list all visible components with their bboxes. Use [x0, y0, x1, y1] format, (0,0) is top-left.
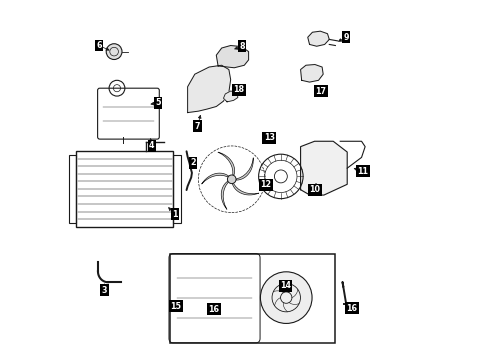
Polygon shape — [216, 45, 248, 68]
Text: 3: 3 — [101, 285, 107, 294]
Text: 7: 7 — [195, 122, 200, 131]
Polygon shape — [223, 91, 238, 102]
Polygon shape — [300, 141, 347, 195]
Circle shape — [260, 272, 312, 323]
Polygon shape — [308, 31, 329, 46]
Circle shape — [227, 175, 236, 184]
Text: 6: 6 — [97, 41, 102, 50]
Text: 9: 9 — [343, 33, 349, 42]
Polygon shape — [232, 184, 259, 195]
Polygon shape — [218, 152, 235, 175]
Polygon shape — [221, 181, 228, 210]
Text: 5: 5 — [155, 98, 161, 107]
Text: 11: 11 — [357, 167, 368, 176]
Text: 16: 16 — [208, 305, 220, 314]
Text: 18: 18 — [233, 85, 244, 94]
Text: 8: 8 — [239, 42, 245, 51]
Text: 10: 10 — [309, 185, 320, 194]
Text: 13: 13 — [264, 133, 275, 142]
Text: 1: 1 — [172, 210, 178, 219]
Polygon shape — [201, 173, 228, 184]
Circle shape — [106, 44, 122, 59]
Polygon shape — [236, 158, 253, 180]
Text: 15: 15 — [171, 302, 182, 311]
Text: 4: 4 — [149, 141, 154, 150]
Polygon shape — [188, 65, 231, 113]
Polygon shape — [300, 64, 323, 82]
Text: 14: 14 — [280, 281, 291, 290]
Text: 16: 16 — [346, 304, 357, 313]
Text: 2: 2 — [190, 158, 196, 167]
Text: 12: 12 — [260, 180, 271, 189]
Text: 17: 17 — [316, 86, 326, 95]
